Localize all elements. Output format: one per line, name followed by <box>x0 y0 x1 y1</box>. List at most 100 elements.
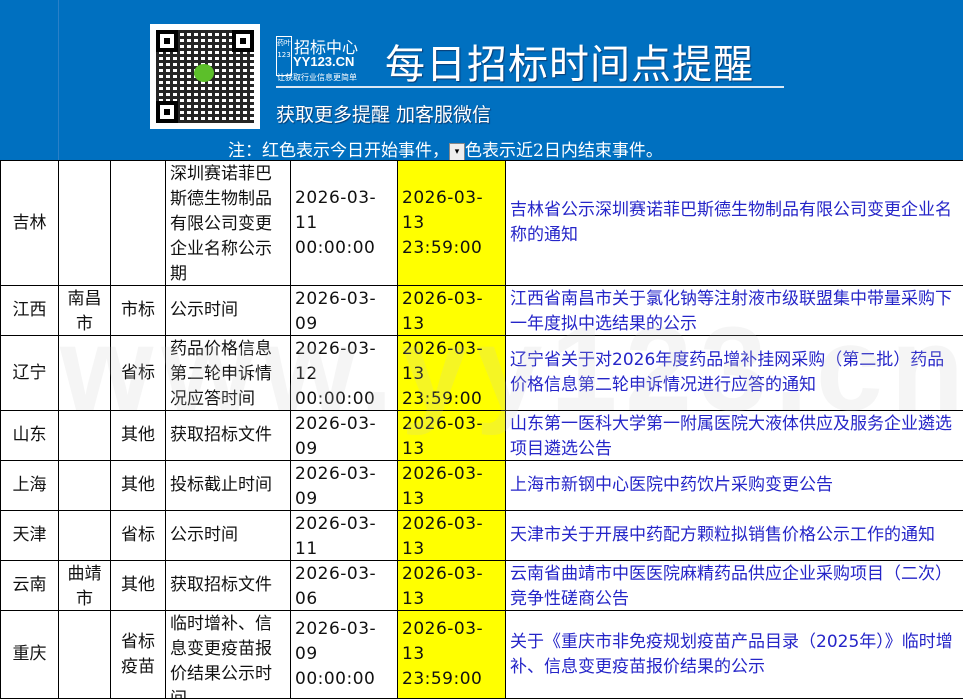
province-cell-text: 上海 <box>5 473 54 498</box>
page-title: 每日招标时间点提醒 <box>385 32 754 90</box>
start-time-cell-text: 2026-03-09 08:30:00 <box>295 412 393 460</box>
city-cell <box>59 336 111 411</box>
city-cell <box>59 461 111 511</box>
end-time-cell-text: 2026-03-13 17:30:00 <box>402 562 501 610</box>
item-cell-text: 药品价格信息第二轮申诉情况应答时间 <box>170 337 286 410</box>
end-time-cell: 2026-03-13 17:00:00 <box>398 411 506 461</box>
note-text: 注：红色表示今日开始事件， <box>228 141 449 161</box>
wechat-icon <box>194 64 214 82</box>
city-cell: 曲靖市 <box>59 561 111 611</box>
item-cell: 公示时间 <box>166 511 291 561</box>
province-cell: 山东 <box>1 411 59 461</box>
type-cell: 省标疫苗 <box>111 611 166 699</box>
end-time-cell: 2026-03-13 23:59:00 <box>398 611 506 699</box>
end-time-cell: 2026-03-13 17:00:00 <box>398 511 506 561</box>
province-cell-text: 江西 <box>5 298 54 323</box>
announcement-link[interactable]: 江西省南昌市关于氯化钠等注射液市级联盟集中带量采购下一年度拟中选结果的公示 <box>506 286 963 336</box>
legend-note: 注：红色表示今日开始事件，▾色表示近2日内结束事件。 <box>228 136 663 161</box>
end-time-cell-text: 2026-03-13 17:00:00 <box>402 512 501 560</box>
city-cell <box>59 611 111 699</box>
announcement-link-text: 江西省南昌市关于氯化钠等注射液市级联盟集中带量采购下一年度拟中选结果的公示 <box>510 287 959 335</box>
item-cell-text: 公示时间 <box>170 298 286 323</box>
logo-mark: 药叶123 <box>276 36 292 76</box>
type-cell-text: 其他 <box>115 473 161 498</box>
logo-url: YY123.CN <box>293 54 354 69</box>
end-time-cell: 2026-03-13 17:30:00 <box>398 561 506 611</box>
city-cell-text: 曲靖市 <box>63 562 106 610</box>
item-cell: 临时增补、信息变更疫苗报价结果公示时间 <box>166 611 291 699</box>
start-time-cell: 2026-03-11 00:00:00 <box>291 161 398 286</box>
announcement-link[interactable]: 关于《重庆市非免疫规划疫苗产品目录（2025年）》临时增补、信息变更疫苗报价结果… <box>506 611 963 699</box>
type-cell-text: 省标疫苗 <box>115 630 161 680</box>
start-time-cell: 2026-03-09 00:00:00 <box>291 611 398 699</box>
announcement-link[interactable]: 山东第一医科大学第一附属医院大液体供应及服务企业遴选项目遴选公告 <box>506 411 963 461</box>
start-time-cell-text: 2026-03-11 00:00:00 <box>295 512 393 560</box>
end-time-cell-text: 2026-03-13 23:59:00 <box>402 287 501 335</box>
province-cell: 上海 <box>1 461 59 511</box>
start-time-cell-text: 2026-03-09 00:00:00 <box>295 462 393 510</box>
announcement-link-text: 辽宁省关于对2026年度药品增补挂网采购（第二批）药品价格信息第二轮申诉情况进行… <box>510 348 959 398</box>
start-time-cell-text: 2026-03-12 00:00:00 <box>295 337 393 410</box>
city-cell <box>59 511 111 561</box>
item-cell: 公示时间 <box>166 286 291 336</box>
type-cell: 市标 <box>111 286 166 336</box>
start-time-cell-text: 2026-03-11 00:00:00 <box>295 186 393 261</box>
type-cell: 其他 <box>111 411 166 461</box>
province-cell-text: 辽宁 <box>5 361 54 386</box>
item-cell: 深圳赛诺菲巴斯德生物制品有限公司变更企业名称公示期 <box>166 161 291 286</box>
province-cell-text: 云南 <box>5 573 54 598</box>
city-cell <box>59 161 111 286</box>
item-cell: 获取招标文件 <box>166 561 291 611</box>
start-time-cell-text: 2026-03-09 00:00:00 <box>295 617 393 692</box>
announcement-link-text: 上海市新钢中心医院中药饮片采购变更公告 <box>510 473 959 498</box>
end-time-cell-text: 2026-03-13 23:59:00 <box>402 186 501 261</box>
city-cell-text: 南昌市 <box>63 287 106 335</box>
province-cell: 重庆 <box>1 611 59 699</box>
announcement-link[interactable]: 上海市新钢中心医院中药饮片采购变更公告 <box>506 461 963 511</box>
announcement-link[interactable]: 吉林省公示深圳赛诺菲巴斯德生物制品有限公司变更企业名称的通知 <box>506 161 963 286</box>
item-cell-text: 深圳赛诺菲巴斯德生物制品有限公司变更企业名称公示期 <box>170 162 286 285</box>
province-cell: 云南 <box>1 561 59 611</box>
subtitle: 获取更多提醒 加客服微信 <box>276 100 491 127</box>
end-time-cell: 2026-03-13 23:59:00 <box>398 161 506 286</box>
type-cell-text: 市标 <box>115 298 161 323</box>
announcement-link-text: 云南省曲靖市中医医院麻精药品供应企业采购项目（二次）竞争性磋商公告 <box>510 562 959 610</box>
item-cell: 获取招标文件 <box>166 411 291 461</box>
title-divider <box>276 86 784 88</box>
item-cell-text: 临时增补、信息变更疫苗报价结果公示时间 <box>170 612 286 698</box>
end-time-cell: 2026-03-13 23:59:00 <box>398 286 506 336</box>
province-cell: 天津 <box>1 511 59 561</box>
start-time-cell: 2026-03-09 00:00:00 <box>291 286 398 336</box>
province-cell-text: 山东 <box>5 423 54 448</box>
province-cell-text: 吉林 <box>5 211 54 236</box>
city-cell <box>59 411 111 461</box>
filter-dropdown-icon[interactable]: ▾ <box>449 143 465 161</box>
announcement-link-text: 吉林省公示深圳赛诺菲巴斯德生物制品有限公司变更企业名称的通知 <box>510 198 959 248</box>
province-cell: 江西 <box>1 286 59 336</box>
announcement-link[interactable]: 辽宁省关于对2026年度药品增补挂网采购（第二批）药品价格信息第二轮申诉情况进行… <box>506 336 963 411</box>
item-cell-text: 获取招标文件 <box>170 573 286 598</box>
province-cell: 辽宁 <box>1 336 59 411</box>
type-cell-text: 省标 <box>115 361 161 386</box>
announcement-link-text: 天津市关于开展中药配方颗粒拟销售价格公示工作的通知 <box>510 523 959 548</box>
start-time-cell: 2026-03-09 00:00:00 <box>291 461 398 511</box>
announcement-link[interactable]: 天津市关于开展中药配方颗粒拟销售价格公示工作的通知 <box>506 511 963 561</box>
announcement-link-text: 关于《重庆市非免疫规划疫苗产品目录（2025年）》临时增补、信息变更疫苗报价结果… <box>510 630 959 680</box>
note-text: 色表示近2日内结束事件。 <box>465 141 663 161</box>
announcement-link[interactable]: 云南省曲靖市中医医院麻精药品供应企业采购项目（二次）竞争性磋商公告 <box>506 561 963 611</box>
wechat-qr-code <box>150 24 260 129</box>
type-cell: 其他 <box>111 461 166 511</box>
province-cell: 吉林 <box>1 161 59 286</box>
type-cell-text: 其他 <box>115 573 161 598</box>
type-cell-text: 其他 <box>115 423 161 448</box>
item-cell: 药品价格信息第二轮申诉情况应答时间 <box>166 336 291 411</box>
start-time-cell-text: 2026-03-06 09:00:00 <box>295 562 393 610</box>
end-time-cell-text: 2026-03-13 23:59:00 <box>402 617 501 692</box>
start-time-cell: 2026-03-12 00:00:00 <box>291 336 398 411</box>
